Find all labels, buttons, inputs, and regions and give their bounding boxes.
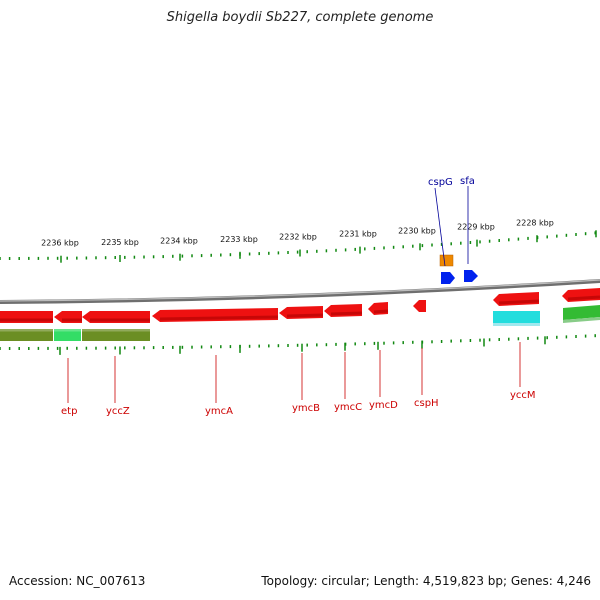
genome-summary-text: Topology: circular; Length: 4,519,823 bp… bbox=[261, 574, 591, 588]
genome-backbone-highlight bbox=[0, 279, 600, 302]
gene-label-cspH[interactable]: cspH bbox=[414, 398, 439, 409]
tick-label: 2236 kbp bbox=[41, 239, 79, 248]
green-feature-right[interactable] bbox=[563, 305, 600, 320]
lower-tick-ruler bbox=[0, 334, 596, 355]
accession-text: Accession: NC_007613 bbox=[9, 574, 146, 588]
cspG-leader bbox=[434, 187, 446, 267]
tick-label: 2232 kbp bbox=[279, 233, 317, 242]
tick-label: 2235 kbp bbox=[101, 238, 139, 247]
gene-label-ymcB[interactable]: ymcB bbox=[292, 403, 320, 414]
tick-labels: 2236 kbp 2235 kbp 2234 kbp 2233 kbp 2232 kbp… bbox=[41, 218, 554, 247]
sfa-arrow[interactable] bbox=[464, 270, 478, 282]
gene-label-ymcD[interactable]: ymcD bbox=[369, 400, 398, 411]
gene-label-ymcA[interactable]: ymcA bbox=[205, 406, 233, 417]
gene-label-yccZ[interactable]: yccZ bbox=[106, 406, 130, 417]
gene-label-ymcC[interactable]: ymcC bbox=[334, 402, 362, 413]
gene-yccZ[interactable] bbox=[82, 329, 150, 341]
gene-label-etp[interactable]: etp bbox=[61, 406, 77, 417]
upper-tick-ruler bbox=[0, 230, 597, 263]
cyan-feature[interactable] bbox=[493, 311, 540, 323]
gene-label-cspG[interactable]: cspG bbox=[428, 177, 453, 188]
tick-label: 2231 kbp bbox=[339, 230, 377, 239]
map-title: Shigella boydii Sb227, complete genome bbox=[166, 10, 434, 25]
tick-label: 2230 kbp bbox=[398, 226, 436, 235]
tick-label: 2229 kbp bbox=[457, 223, 495, 232]
cds-cspH[interactable] bbox=[413, 300, 426, 312]
gene-label-sfa[interactable]: sfa bbox=[460, 176, 475, 187]
gene-leaders bbox=[67, 342, 521, 403]
orange-feature[interactable] bbox=[439, 254, 454, 267]
tick-label: 2233 kbp bbox=[220, 235, 258, 244]
gene-label-yccM[interactable]: yccM bbox=[510, 390, 536, 401]
tick-label: 2234 kbp bbox=[160, 237, 198, 246]
tick-label: 2228 kbp bbox=[516, 218, 554, 227]
gene-etp-left[interactable] bbox=[0, 329, 53, 341]
genome-backbone bbox=[0, 279, 600, 304]
gene-track bbox=[0, 305, 600, 341]
gene-etp[interactable] bbox=[54, 329, 81, 341]
cds-track bbox=[0, 288, 600, 323]
cds-right[interactable] bbox=[562, 288, 600, 302]
cspG-arrow[interactable] bbox=[441, 272, 455, 284]
